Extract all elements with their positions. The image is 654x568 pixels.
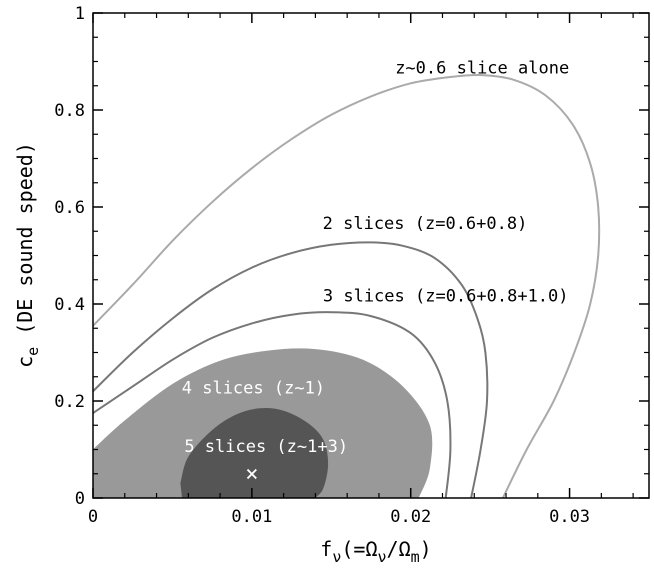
ticks-layer: 0 0.01 0.02 0.03 0 0.2 0.4 0.6 0.8 1 xyxy=(54,4,649,527)
x-tick-label: 0.02 xyxy=(390,507,431,527)
x-tick-label: 0.03 xyxy=(549,507,590,527)
contour-label-3: 3 slices (z=0.6+0.8+1.0) xyxy=(323,287,569,307)
y-tick-label: 0.8 xyxy=(54,101,85,121)
contours-layer xyxy=(92,73,601,499)
x-axis-label: fν(=Ων/Ωm) xyxy=(320,537,431,563)
contour-label-1: z~0.6 slice alone xyxy=(395,59,569,79)
y-axis-label: ce (DE sound speed) xyxy=(13,142,42,368)
contour-5 xyxy=(180,408,329,498)
x-tick-label: 0 xyxy=(88,507,98,527)
contour-label-4: 4 slices (z~1) xyxy=(182,379,325,399)
fiducial-marker: × xyxy=(245,462,258,487)
y-tick-label: 0.4 xyxy=(54,295,85,315)
contour-labels: z~0.6 slice alone 2 slices (z=0.6+0.8) 3 s… xyxy=(182,59,569,457)
fiducial-x-marker: × xyxy=(245,462,258,487)
contour-1 xyxy=(92,73,601,499)
contour-2 xyxy=(92,241,489,499)
contour-label-5: 5 slices (z~1+3) xyxy=(184,437,348,457)
x-tick-label: 0.01 xyxy=(231,507,272,527)
y-tick-label: 0 xyxy=(75,489,85,509)
contour-3 xyxy=(92,311,452,499)
y-tick-label: 1 xyxy=(75,4,85,24)
y-tick-label: 0.2 xyxy=(54,392,85,412)
contour-label-2: 2 slices (z=0.6+0.8) xyxy=(323,214,528,234)
y-tick-label: 0.6 xyxy=(54,198,85,218)
